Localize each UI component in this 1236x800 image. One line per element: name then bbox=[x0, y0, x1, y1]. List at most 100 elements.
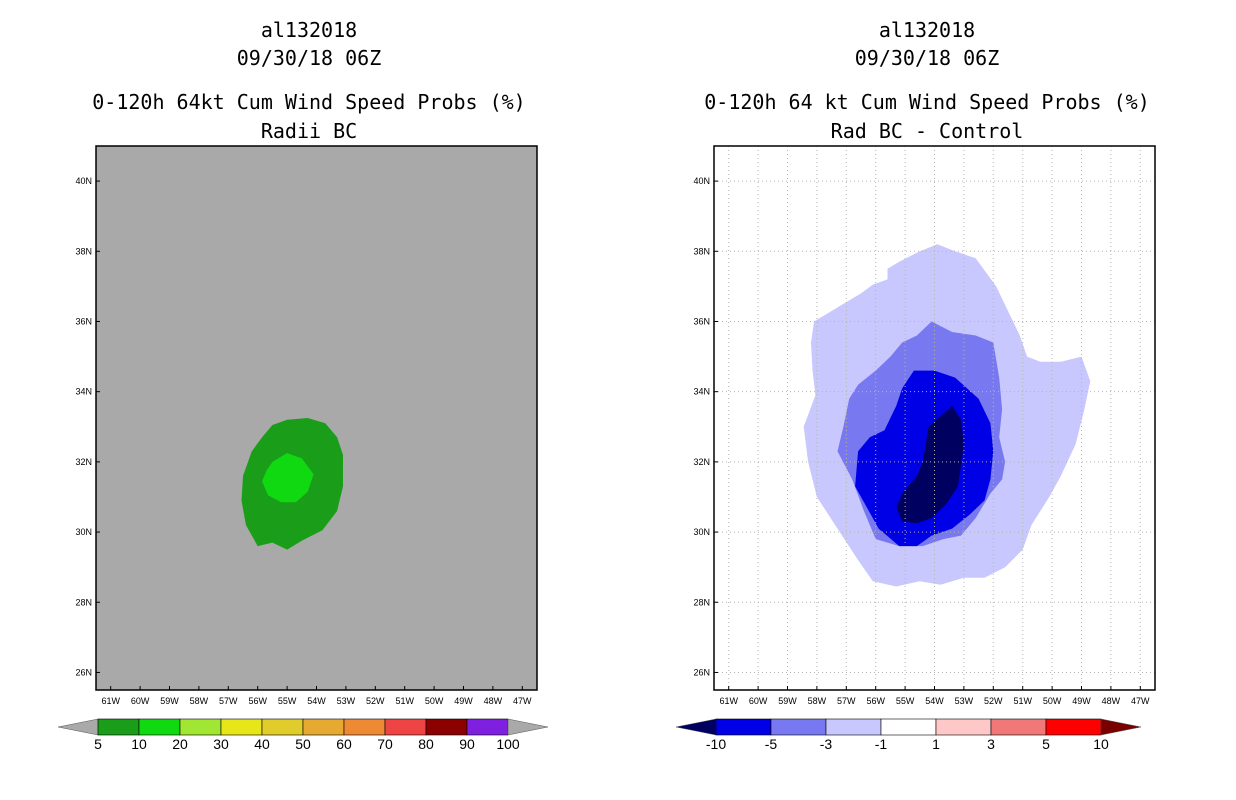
right-colorbar-label: 10 bbox=[1093, 736, 1109, 752]
left-colorbar-cell bbox=[302, 718, 345, 736]
left-x-tick-label: 58W bbox=[190, 696, 209, 706]
left-colorbar-label: 30 bbox=[213, 736, 229, 752]
left-subtitle: Radii BC bbox=[260, 119, 358, 143]
right-colorbar-low-arrow bbox=[675, 718, 717, 736]
right-colorbar-high-arrow bbox=[1100, 718, 1142, 736]
left-x-tick-label: 49W bbox=[454, 696, 473, 706]
right-colorbar-cell bbox=[880, 718, 937, 736]
right-x-tick-label: 53W bbox=[955, 696, 974, 706]
right-colorbar-label: 3 bbox=[987, 736, 995, 752]
left-x-tick-label: 60W bbox=[131, 696, 150, 706]
right-contour-level-neg10 bbox=[896, 405, 964, 524]
left-colorbar-label: 100 bbox=[496, 736, 520, 752]
right-colorbar-cell bbox=[1045, 718, 1102, 736]
left-datetime: 09/30/18 06Z bbox=[236, 46, 382, 70]
left-colorbar-cell bbox=[138, 718, 181, 736]
left-x-tick-label: 55W bbox=[278, 696, 297, 706]
left-y-tick-label: 38N bbox=[75, 246, 92, 256]
right-storm-id: al132018 bbox=[878, 18, 976, 42]
right-colorbar-cell bbox=[825, 718, 882, 736]
left-y-tick-label: 32N bbox=[75, 457, 92, 467]
right-y-tick-label: 34N bbox=[693, 387, 710, 397]
right-y-tick-label: 30N bbox=[693, 527, 710, 537]
right-y-tick-label: 40N bbox=[693, 176, 710, 186]
right-panel: al132018 09/30/18 06Z 0-120h 64 kt Cum W… bbox=[618, 0, 1236, 800]
right-x-tick-label: 48W bbox=[1102, 696, 1121, 706]
left-colorbar-cell bbox=[384, 718, 427, 736]
right-colorbar-cell bbox=[935, 718, 992, 736]
right-x-tick-label: 57W bbox=[837, 696, 856, 706]
left-x-tick-label: 57W bbox=[219, 696, 238, 706]
right-contour-group bbox=[803, 244, 1091, 587]
right-x-tick-label: 52W bbox=[984, 696, 1003, 706]
right-colorbar-label: -3 bbox=[820, 736, 833, 752]
right-x-tick-label: 61W bbox=[719, 696, 738, 706]
left-title: 0-120h 64kt Cum Wind Speed Probs (%) bbox=[92, 90, 526, 114]
left-colorbar-cell bbox=[466, 718, 509, 736]
right-colorbar-label: -10 bbox=[706, 736, 726, 752]
left-y-tick-label: 36N bbox=[75, 316, 92, 326]
left-colorbar-label: 90 bbox=[459, 736, 475, 752]
left-x-tick-label: 50W bbox=[425, 696, 444, 706]
right-colorbar-cell bbox=[990, 718, 1047, 736]
right-x-tick-label: 51W bbox=[1013, 696, 1032, 706]
right-x-tick-label: 58W bbox=[808, 696, 827, 706]
left-colorbar-cell bbox=[179, 718, 222, 736]
right-colorbar-label: -5 bbox=[765, 736, 778, 752]
left-y-tick-label: 26N bbox=[75, 667, 92, 677]
right-colorbar-label: 1 bbox=[932, 736, 940, 752]
right-x-tick-label: 59W bbox=[778, 696, 797, 706]
left-y-tick-label: 40N bbox=[75, 176, 92, 186]
right-x-tick-label: 54W bbox=[925, 696, 944, 706]
left-colorbar-cell bbox=[97, 718, 140, 736]
left-colorbar-cell bbox=[425, 718, 468, 736]
right-y-tick-label: 32N bbox=[693, 457, 710, 467]
left-y-tick-label: 28N bbox=[75, 597, 92, 607]
left-panel: al132018 09/30/18 06Z 0-120h 64kt Cum Wi… bbox=[57, 18, 549, 752]
left-colorbar-label: 5 bbox=[94, 736, 102, 752]
left-y-tick-label: 30N bbox=[75, 527, 92, 537]
left-colorbar-label: 70 bbox=[377, 736, 393, 752]
left-colorbar-label: 40 bbox=[254, 736, 270, 752]
left-colorbar-label: 60 bbox=[336, 736, 352, 752]
left-colorbar-label: 50 bbox=[295, 736, 311, 752]
left-contour-group bbox=[241, 418, 343, 550]
right-x-tick-label: 49W bbox=[1072, 696, 1091, 706]
left-chart-svg: 61W 60W 59W 58W 57W 56W 55W 54W 53W 52W 51W 50W 49W 4… bbox=[57, 145, 549, 752]
left-colorbar-high-arrow bbox=[507, 718, 549, 736]
right-x-tick-label: 47W bbox=[1131, 696, 1150, 706]
left-x-tick-label: 53W bbox=[337, 696, 356, 706]
left-colorbar-label: 80 bbox=[418, 736, 434, 752]
right-datetime: 09/30/18 06Z bbox=[854, 46, 1000, 70]
left-plot-background bbox=[96, 146, 537, 690]
right-x-tick-label: 55W bbox=[896, 696, 915, 706]
right-x-tick-label: 56W bbox=[866, 696, 885, 706]
left-x-tick-label: 47W bbox=[513, 696, 532, 706]
right-x-tick-label: 60W bbox=[749, 696, 768, 706]
left-x-tick-label: 52W bbox=[366, 696, 385, 706]
right-y-tick-label: 28N bbox=[693, 597, 710, 607]
right-chart-svg: 61W 60W 59W 58W 57W 56W 55W 54W 53W 52W 51W 50W 49W 4… bbox=[675, 145, 1156, 752]
left-colorbar-cell bbox=[220, 718, 263, 736]
left-x-tick-label: 51W bbox=[395, 696, 414, 706]
left-x-tick-label: 54W bbox=[307, 696, 326, 706]
left-x-tick-label: 48W bbox=[484, 696, 503, 706]
right-y-tick-label: 36N bbox=[693, 316, 710, 326]
left-x-tick-label: 56W bbox=[248, 696, 267, 706]
left-colorbar-label: 20 bbox=[172, 736, 188, 752]
right-y-tick-label: 38N bbox=[693, 246, 710, 256]
left-colorbar-label: 10 bbox=[131, 736, 147, 752]
right-colorbar-cell bbox=[770, 718, 827, 736]
right-title: 0-120h 64 kt Cum Wind Speed Probs (%) bbox=[704, 90, 1150, 114]
right-colorbar-label: 5 bbox=[1042, 736, 1050, 752]
right-colorbar-cell bbox=[715, 718, 772, 736]
left-storm-id: al132018 bbox=[260, 18, 358, 42]
right-x-tick-label: 50W bbox=[1043, 696, 1062, 706]
right-colorbar-label: -1 bbox=[875, 736, 888, 752]
left-y-tick-label: 34N bbox=[75, 387, 92, 397]
right-subtitle: Rad BC - Control bbox=[830, 119, 1024, 143]
right-y-tick-label: 26N bbox=[693, 667, 710, 677]
left-colorbar-cell bbox=[261, 718, 304, 736]
left-x-tick-label: 59W bbox=[160, 696, 179, 706]
left-contour-level-10 bbox=[262, 453, 314, 503]
